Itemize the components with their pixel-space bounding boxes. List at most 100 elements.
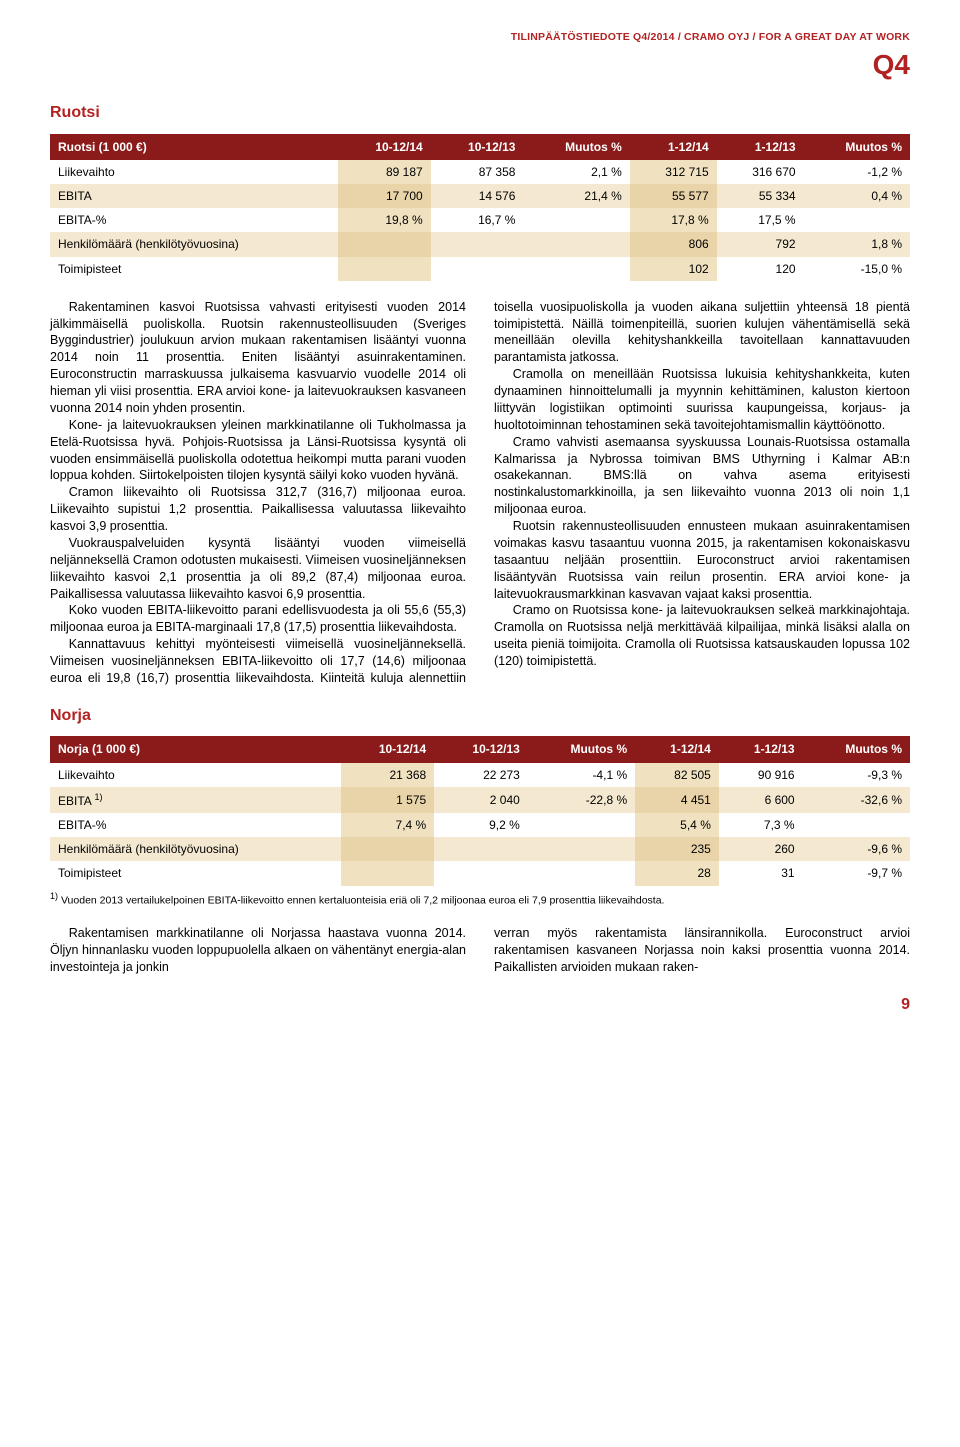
table-cell (523, 232, 629, 256)
table-cell: -15,0 % (804, 257, 910, 281)
table-cell: -22,8 % (528, 787, 635, 813)
table-cell (803, 813, 910, 837)
table-cell: 120 (717, 257, 804, 281)
paragraph: Cramon liikevaihto oli Ruotsissa 312,7 (… (50, 484, 466, 535)
table-cell: 16,7 % (431, 208, 524, 232)
col-header: 10-12/14 (341, 736, 435, 762)
page-number: 9 (50, 994, 910, 1016)
table-cell: 4 451 (635, 787, 719, 813)
ruotsi-body-text: Rakentaminen kasvoi Ruotsissa vahvasti e… (50, 299, 910, 687)
table-cell (434, 837, 528, 861)
table-cell: 316 670 (717, 160, 804, 184)
col-header: 1-12/14 (635, 736, 719, 762)
col-header: Ruotsi (1 000 €) (50, 134, 338, 160)
table-row: Liikevaihto89 18787 3582,1 %312 715316 6… (50, 160, 910, 184)
ruotsi-table: Ruotsi (1 000 €) 10-12/14 10-12/13 Muuto… (50, 134, 910, 281)
table-row: Liikevaihto21 36822 273-4,1 %82 50590 91… (50, 763, 910, 787)
table-row: Henkilömäärä (henkilötyövuosina) 235260-9… (50, 837, 910, 861)
table-cell: 2,1 % (523, 160, 629, 184)
table-cell (528, 837, 635, 861)
table-cell: 9,2 % (434, 813, 528, 837)
table-cell: 312 715 (630, 160, 717, 184)
table-cell: -4,1 % (528, 763, 635, 787)
table-cell: -32,6 % (803, 787, 910, 813)
paragraph: Rakentamisen markkinatilanne oli Norjass… (50, 925, 466, 976)
table-cell: 7,3 % (719, 813, 803, 837)
paragraph: Koko vuoden EBITA-liikevoitto parani ede… (50, 602, 466, 636)
doc-header-line: TILINPÄÄTÖSTIEDOTE Q4/2014 / CRAMO OYJ /… (50, 30, 910, 44)
table-cell: 90 916 (719, 763, 803, 787)
table-cell: Toimipisteet (50, 257, 338, 281)
table-row: EBITA 1)1 5752 040-22,8 %4 4516 600-32,6… (50, 787, 910, 813)
paragraph: Kone- ja laitevuokrauksen yleinen markki… (50, 417, 466, 485)
table-cell (338, 257, 431, 281)
table-cell: -9,6 % (803, 837, 910, 861)
table-cell: 19,8 % (338, 208, 431, 232)
table-cell: Liikevaihto (50, 763, 341, 787)
col-header: 1-12/14 (630, 134, 717, 160)
table-cell: -9,3 % (803, 763, 910, 787)
table-cell (341, 861, 435, 885)
paragraph: Rakentaminen kasvoi Ruotsissa vahvasti e… (50, 299, 466, 417)
table-cell: 87 358 (431, 160, 524, 184)
paragraph: Ruotsin rakennusteollisuuden ennusteen m… (494, 518, 910, 602)
table-cell (434, 861, 528, 885)
table-cell: -9,7 % (803, 861, 910, 885)
table-cell: 21,4 % (523, 184, 629, 208)
table-header-row: Norja (1 000 €) 10-12/14 10-12/13 Muutos… (50, 736, 910, 762)
col-header: Norja (1 000 €) (50, 736, 341, 762)
table-cell: Henkilömäärä (henkilötyövuosina) (50, 232, 338, 256)
col-header: 1-12/13 (719, 736, 803, 762)
table-cell: 82 505 (635, 763, 719, 787)
col-header: 1-12/13 (717, 134, 804, 160)
table-cell: 260 (719, 837, 803, 861)
table-cell: 0,4 % (804, 184, 910, 208)
table-cell: Liikevaihto (50, 160, 338, 184)
table-cell (528, 861, 635, 885)
table-cell: 1,8 % (804, 232, 910, 256)
col-header: 10-12/14 (338, 134, 431, 160)
table-cell (431, 257, 524, 281)
table-cell (341, 837, 435, 861)
table-cell: 792 (717, 232, 804, 256)
paragraph: verran myös rakentamista länsirannikolla… (494, 925, 910, 976)
table-cell: 17,5 % (717, 208, 804, 232)
col-header: Muutos % (523, 134, 629, 160)
table-cell: EBITA 1) (50, 787, 341, 813)
table-cell: 55 577 (630, 184, 717, 208)
table-cell: 31 (719, 861, 803, 885)
table-cell: Henkilömäärä (henkilötyövuosina) (50, 837, 341, 861)
doc-header-q4: Q4 (50, 46, 910, 84)
table-cell (523, 208, 629, 232)
footnote-marker: 1) (50, 891, 58, 901)
footnote-text: Vuoden 2013 vertailukelpoinen EBITA-liik… (61, 894, 665, 906)
table-cell: 17,8 % (630, 208, 717, 232)
table-cell: 6 600 (719, 787, 803, 813)
section-title-norja: Norja (50, 705, 910, 727)
paragraph: Vuokrauspalveluiden kysyntä lisääntyi vu… (50, 535, 466, 603)
table-cell: 89 187 (338, 160, 431, 184)
col-header: Muutos % (528, 736, 635, 762)
table-cell: 2 040 (434, 787, 528, 813)
section-title-ruotsi: Ruotsi (50, 102, 910, 124)
norja-body-text: Rakentamisen markkinatilanne oli Norjass… (50, 925, 910, 976)
table-cell: EBITA-% (50, 813, 341, 837)
table-cell: 55 334 (717, 184, 804, 208)
col-header: 10-12/13 (434, 736, 528, 762)
table-cell: EBITA-% (50, 208, 338, 232)
table-cell: 1 575 (341, 787, 435, 813)
table-cell (431, 232, 524, 256)
table-cell (528, 813, 635, 837)
col-header: Muutos % (803, 736, 910, 762)
table-cell: -1,2 % (804, 160, 910, 184)
table-row: Toimipisteet2831-9,7 % (50, 861, 910, 885)
norja-table: Norja (1 000 €) 10-12/14 10-12/13 Muutos… (50, 736, 910, 885)
table-cell: 14 576 (431, 184, 524, 208)
table-cell: 17 700 (338, 184, 431, 208)
table-cell: EBITA (50, 184, 338, 208)
table-row: EBITA-%19,8 %16,7 % 17,8 %17,5 % (50, 208, 910, 232)
paragraph: Cramolla on meneillään Ruotsissa lukuisi… (494, 366, 910, 434)
table-row: Toimipisteet102120-15,0 % (50, 257, 910, 281)
table-cell: 235 (635, 837, 719, 861)
table-row: EBITA-%7,4 %9,2 %5,4 %7,3 % (50, 813, 910, 837)
